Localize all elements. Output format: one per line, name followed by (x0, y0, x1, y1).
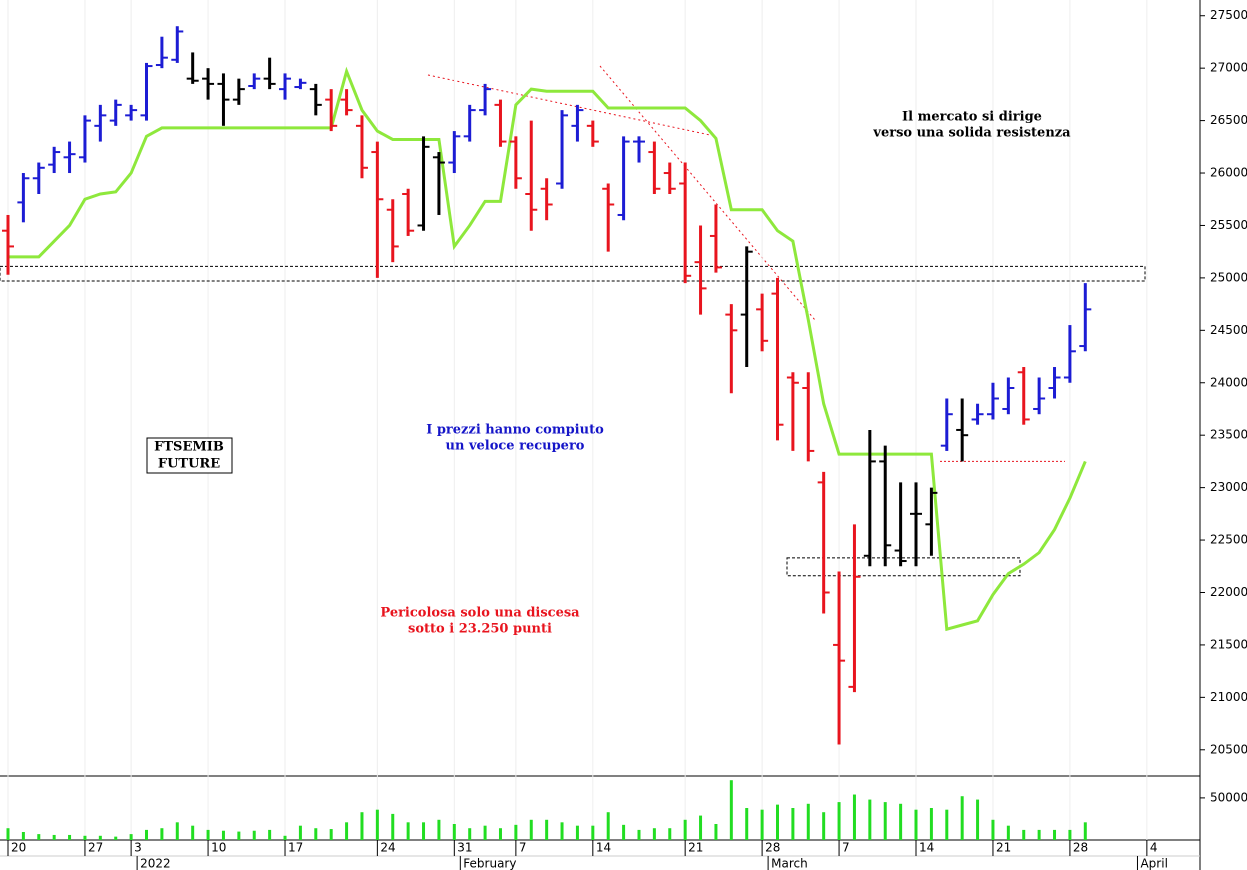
y-tick-label: 27500 (1210, 8, 1247, 22)
x-tick-label: 28 (765, 841, 780, 855)
annotation: un veloce recupero (446, 439, 585, 454)
x-tick-label: 20 (11, 841, 26, 855)
month-label: February (463, 857, 516, 870)
x-tick-label: 7 (519, 841, 527, 855)
x-tick-label: 21 (996, 841, 1011, 855)
month-label: March (771, 857, 808, 870)
annotation: I prezzi hanno compiuto (426, 423, 604, 438)
x-tick-label: 27 (88, 841, 103, 855)
y-tick-label: 25000 (1210, 270, 1247, 284)
y-tick-label: 23000 (1210, 480, 1247, 494)
y-tick-label: 24000 (1210, 375, 1247, 389)
y-tick-label: 23500 (1210, 428, 1247, 442)
y-tick-label: 21000 (1210, 690, 1247, 704)
y-tick-label: 26500 (1210, 113, 1247, 127)
x-tick-label: 4 (1150, 841, 1158, 855)
annotation: sotto i 23.250 punti (408, 622, 552, 637)
y-tick-label: 26000 (1210, 166, 1247, 180)
y-tick-label: 22500 (1210, 533, 1247, 547)
label-box-text: FUTURE (158, 457, 220, 472)
x-tick-label: 14 (919, 841, 934, 855)
x-tick-label: 3 (134, 841, 142, 855)
zone (0, 265, 1146, 282)
y-tick-label: 50000 (1210, 790, 1247, 804)
x-tick-label: 21 (688, 841, 703, 855)
annotation: verso una solida resistenza (872, 126, 1071, 141)
annotation: Pericolosa solo una discesa (380, 606, 580, 621)
label-box (146, 437, 233, 474)
label-box-text: FTSEMIB (154, 440, 224, 455)
y-tick-label: 27000 (1210, 61, 1247, 75)
y-tick-label: 20500 (1210, 742, 1247, 756)
trend-line (427, 74, 711, 136)
y-tick-label: 22000 (1210, 585, 1247, 599)
y-tick-label: 25500 (1210, 218, 1247, 232)
month-label: 2022 (140, 857, 171, 870)
x-tick-label: 31 (457, 841, 472, 855)
x-tick-label: 7 (842, 841, 850, 855)
x-tick-label: 24 (380, 841, 395, 855)
x-tick-label: 28 (1073, 841, 1088, 855)
annotation: Il mercato si dirige (902, 110, 1042, 125)
y-tick-label: 24500 (1210, 323, 1247, 337)
month-label: April (1140, 857, 1167, 870)
y-tick-label: 21500 (1210, 637, 1247, 651)
x-tick-label: 14 (596, 841, 611, 855)
stop-line (8, 66, 1087, 632)
x-tick-label: 10 (211, 841, 226, 855)
x-tick-label: 17 (288, 841, 303, 855)
